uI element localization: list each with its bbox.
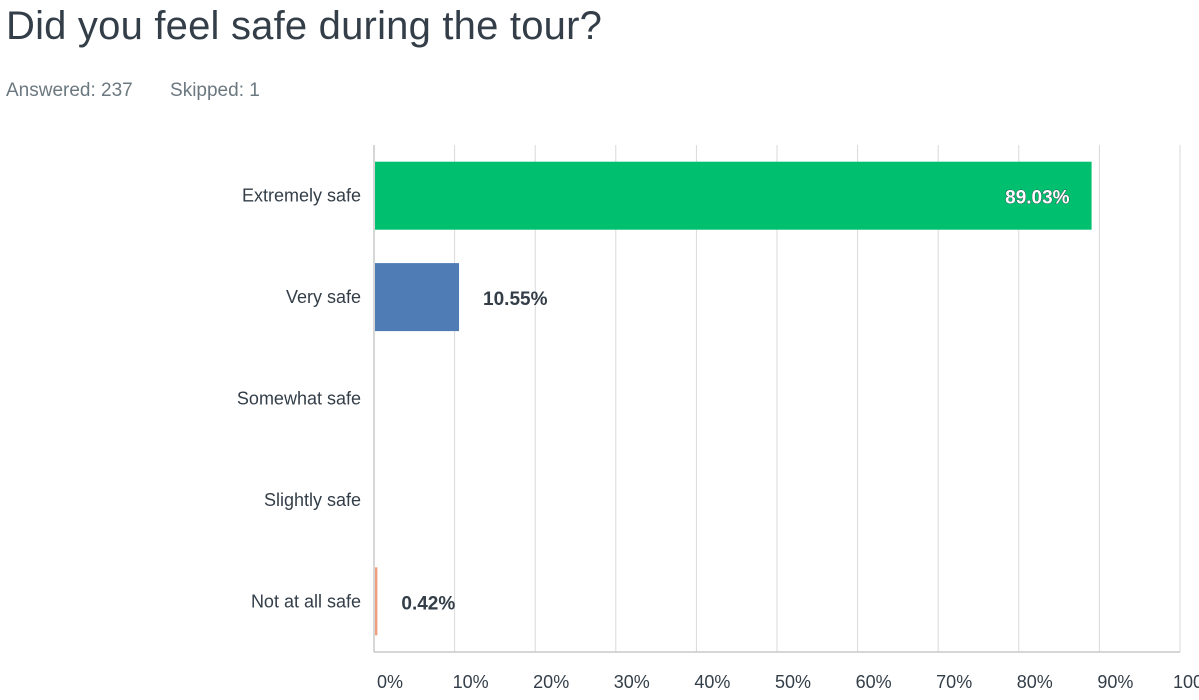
x-tick-label: 50%: [775, 672, 811, 692]
category-label: Somewhat safe: [237, 389, 361, 409]
x-tick-label: 30%: [614, 672, 650, 692]
x-tick-label: 90%: [1097, 672, 1133, 692]
category-label: Slightly safe: [264, 490, 361, 510]
category-label: Very safe: [286, 287, 361, 307]
bar: [375, 161, 1092, 230]
data-label: 0.42%: [401, 593, 455, 614]
category-label: Extremely safe: [242, 186, 361, 206]
bar: [375, 263, 460, 332]
data-label: 10.55%: [483, 289, 548, 310]
x-tick-label: 100%: [1173, 672, 1199, 692]
x-tick-label: 20%: [533, 672, 569, 692]
bar: [375, 567, 378, 636]
x-tick-label: 60%: [856, 672, 892, 692]
x-tick-label: 70%: [936, 672, 972, 692]
category-label: Not at all safe: [251, 591, 361, 611]
x-tick-label: 40%: [694, 672, 730, 692]
skipped-count: Skipped: 1: [170, 80, 260, 101]
response-stats: Answered: 237 Skipped: 1: [6, 80, 260, 102]
answered-count: Answered: 237: [6, 80, 133, 101]
x-tick-label: 0%: [377, 672, 403, 692]
question-title: Did you feel safe during the tour?: [6, 4, 603, 48]
x-tick-label: 80%: [1017, 672, 1053, 692]
x-tick-label: 10%: [453, 672, 489, 692]
data-label: 89.03%: [1005, 188, 1070, 209]
